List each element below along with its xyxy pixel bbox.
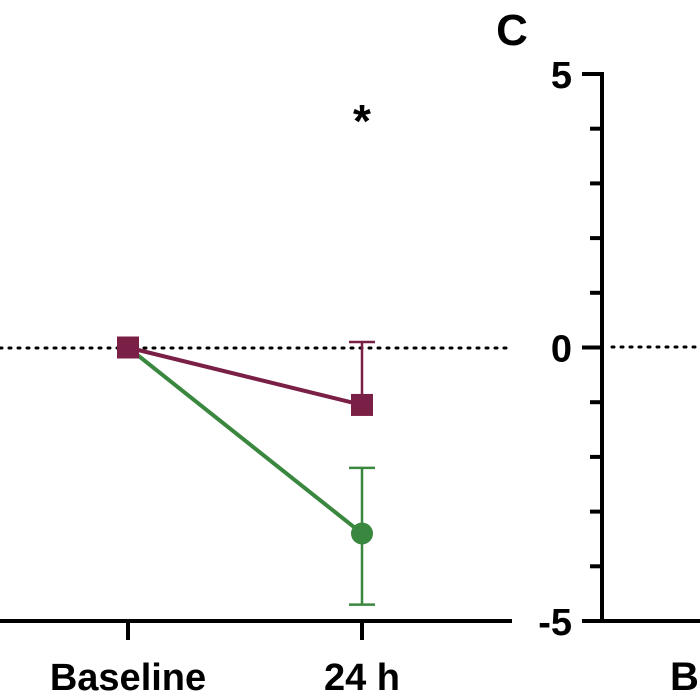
left-x-ticks: Baseline 24 h — [50, 621, 400, 699]
right-y-tick-label: -5 — [538, 602, 572, 644]
series-line — [127, 345, 363, 407]
right-y-ticks: 5 0 -5 — [538, 55, 602, 644]
significance-asterisk: * — [353, 95, 371, 147]
data-point-square — [351, 393, 373, 416]
right-y-tick-label: 0 — [551, 329, 572, 371]
data-point-circle — [351, 522, 373, 545]
left-x-tick-label: Baseline — [50, 657, 206, 699]
series-1 — [117, 336, 375, 416]
left-chart-panel: Baseline 24 h * — [0, 95, 514, 699]
right-x-tick-label: B — [670, 655, 699, 699]
left-series-group — [117, 336, 375, 606]
panel-label: C — [496, 6, 528, 55]
data-point-square — [117, 336, 139, 359]
left-x-tick-label: 24 h — [324, 657, 400, 699]
right-chart-panel: 5 0 -5 B — [538, 55, 700, 699]
series-line — [126, 345, 364, 536]
right-y-tick-label: 5 — [551, 55, 572, 97]
